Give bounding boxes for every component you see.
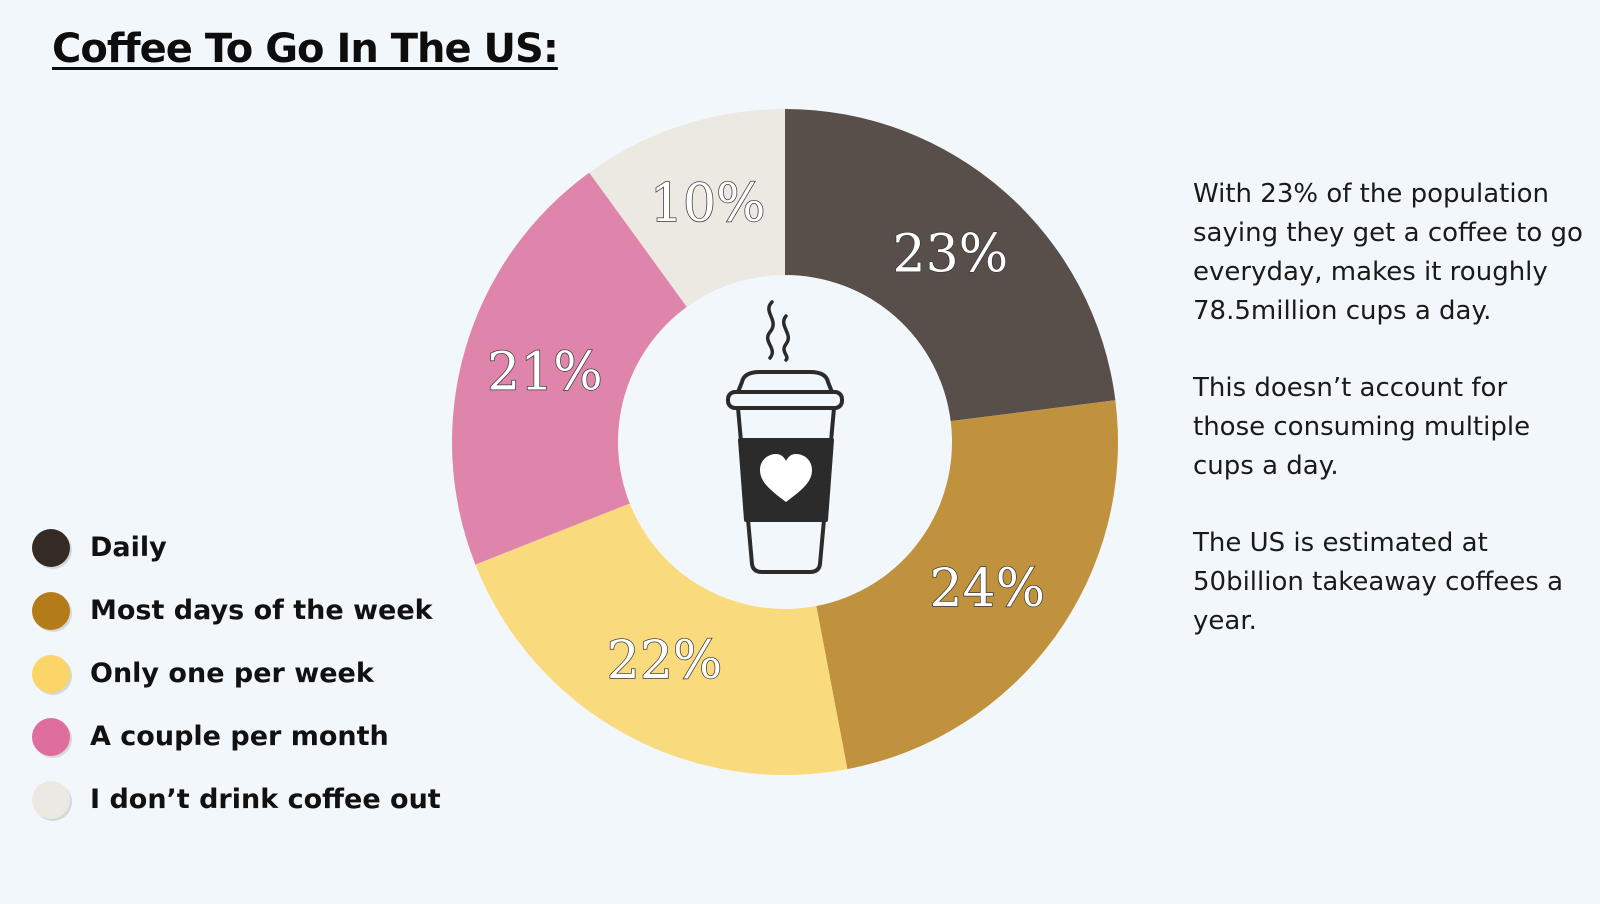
slice-data-label: 21% <box>487 342 603 402</box>
slice-labels: 23% 24% 22% 21% 10% <box>486 173 1045 691</box>
slice-data-label: 10% <box>650 174 766 234</box>
note-paragraph: The US is estimated at 50billion takeawa… <box>1193 528 1564 636</box>
legend-swatch <box>32 591 70 630</box>
legend-swatch <box>32 654 70 693</box>
donut-slice <box>816 400 1118 770</box>
legend-item: A couple per month <box>32 705 441 768</box>
slice-data-label: 24% <box>929 559 1045 619</box>
legend-swatch <box>32 780 70 819</box>
donut-slice <box>475 503 848 776</box>
legend-label: Daily <box>90 532 167 563</box>
legend-label: I don’t drink coffee out <box>90 784 441 815</box>
chart-title: Coffee To Go In The US: <box>52 26 559 72</box>
legend-item: Only one per week <box>32 642 441 705</box>
note-paragraph: With 23% of the population saying they g… <box>1193 179 1583 326</box>
legend-item: Most days of the week <box>32 579 441 642</box>
donut-slices <box>452 109 1118 776</box>
legend: Daily Most days of the week Only one per w… <box>32 516 441 831</box>
slice-data-label: 22% <box>607 631 723 691</box>
legend-label: Only one per week <box>90 658 374 689</box>
legend-label: A couple per month <box>90 721 389 752</box>
legend-item: I don’t drink coffee out <box>32 768 441 831</box>
note-paragraph: This doesn’t account for those consuming… <box>1193 373 1531 481</box>
donut-slice <box>589 109 785 307</box>
donut-slice <box>452 172 687 565</box>
legend-swatch <box>32 717 70 756</box>
notes-panel: With 23% of the population saying they g… <box>1193 175 1583 679</box>
slice-data-label: 23% <box>893 224 1009 284</box>
legend-item: Daily <box>32 516 441 579</box>
donut-slice <box>785 109 1116 422</box>
legend-label: Most days of the week <box>90 595 433 626</box>
coffee-cup-icon <box>726 300 844 574</box>
legend-swatch <box>32 528 70 567</box>
